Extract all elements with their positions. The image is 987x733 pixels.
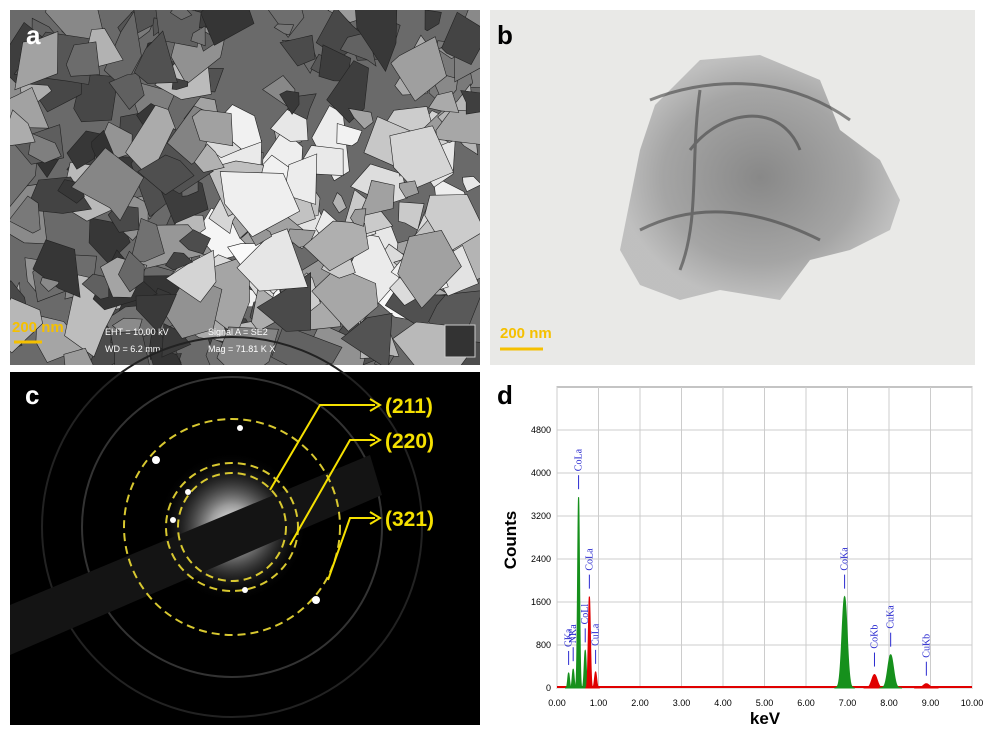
x-tick-label: 4.00 xyxy=(714,698,732,708)
x-tick-label: 7.00 xyxy=(839,698,857,708)
x-tick-label: 3.00 xyxy=(673,698,691,708)
y-axis-title: Counts xyxy=(501,511,520,570)
y-tick-label: 2400 xyxy=(531,554,551,564)
x-tick-label: 10.00 xyxy=(961,698,984,708)
peak-label: CuKb xyxy=(921,634,932,658)
peak-label: CuKa xyxy=(886,605,897,629)
figure: a 200 nm EHT = 10.00 kV WD = 6.2 mm Sign… xyxy=(0,0,987,733)
x-tick-label: 9.00 xyxy=(922,698,940,708)
peak-label: CoLa xyxy=(584,548,595,571)
sem-info: WD = 6.2 mm xyxy=(105,344,160,354)
y-tick-label: 800 xyxy=(536,640,551,650)
plane-label: (220) xyxy=(385,430,434,453)
x-tick-label: 1.00 xyxy=(590,698,608,708)
y-tick-label: 4000 xyxy=(531,468,551,478)
sem-info: Mag = 71.81 K X xyxy=(208,344,275,354)
peak-label: CoKa xyxy=(840,547,851,571)
x-tick-label: 0.00 xyxy=(548,698,566,708)
y-tick-label: 0 xyxy=(546,683,551,693)
plane-label: (321) xyxy=(385,508,434,531)
x-tick-label: 8.00 xyxy=(880,698,898,708)
sem-info: EHT = 10.00 kV xyxy=(105,327,169,337)
y-tick-label: 4800 xyxy=(531,425,551,435)
logo xyxy=(445,325,475,357)
x-tick-label: 2.00 xyxy=(631,698,649,708)
x-tick-label: 6.00 xyxy=(797,698,815,708)
panel-label: b xyxy=(497,20,513,50)
y-tick-label: 1600 xyxy=(531,597,551,607)
peak-label: CoLa xyxy=(574,448,585,471)
peak-label: CuLa xyxy=(591,623,602,646)
x-axis-title: keV xyxy=(750,709,781,728)
panel-label: d xyxy=(497,380,513,410)
x-tick-label: 5.00 xyxy=(756,698,774,708)
panel-label: a xyxy=(26,20,41,50)
peak-label: CoKb xyxy=(869,625,880,649)
y-tick-label: 3200 xyxy=(531,511,551,521)
scale-bar-label: 200 nm xyxy=(500,325,552,342)
plane-label: (211) xyxy=(385,395,433,418)
panel-label: c xyxy=(25,380,39,410)
sem-info: Signal A = SE2 xyxy=(208,327,268,337)
scale-bar-label: 200 nm xyxy=(12,319,64,336)
